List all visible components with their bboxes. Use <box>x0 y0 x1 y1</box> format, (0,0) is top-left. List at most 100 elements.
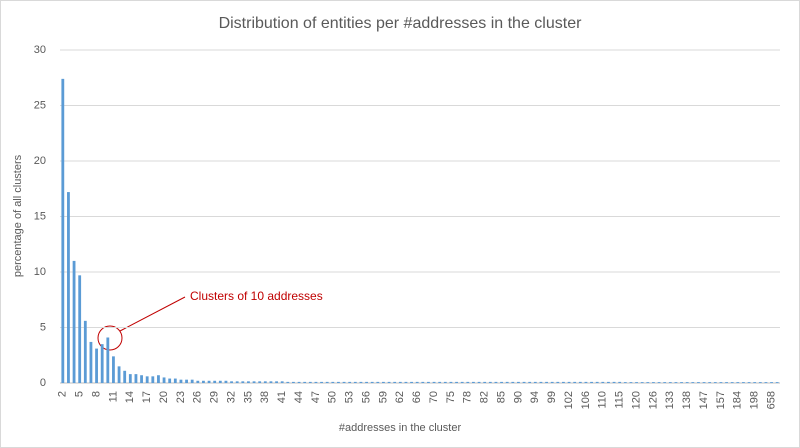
bar <box>494 381 498 383</box>
bar <box>61 78 65 384</box>
bar <box>472 381 475 383</box>
y-tick-label: 25 <box>34 99 46 111</box>
bar <box>601 381 605 383</box>
x-tick-label: 110 <box>597 391 609 409</box>
bar <box>556 381 560 383</box>
bar <box>258 381 262 383</box>
x-tick-label: 56 <box>360 391 372 403</box>
bar <box>483 381 487 383</box>
bar <box>89 341 93 383</box>
bar <box>668 382 672 383</box>
bar <box>173 378 177 383</box>
bar <box>112 356 115 383</box>
x-tick-label: 115 <box>614 391 626 409</box>
bar <box>370 381 374 383</box>
bar <box>207 380 211 383</box>
x-tick-label: 102 <box>563 391 575 409</box>
x-tick-label: 157 <box>715 391 727 409</box>
bar <box>460 381 464 383</box>
bar <box>410 381 413 383</box>
bar <box>359 381 363 383</box>
bar <box>393 381 397 383</box>
x-axis-title: #addresses in the cluster <box>339 422 462 434</box>
bar <box>252 381 256 383</box>
bar <box>578 381 582 383</box>
x-tick-label: 70 <box>428 391 440 403</box>
bar <box>432 381 436 383</box>
bar <box>758 382 762 383</box>
bar <box>320 381 323 383</box>
bar <box>230 381 233 383</box>
bar <box>663 382 667 383</box>
bar <box>449 381 453 383</box>
bar <box>123 370 127 383</box>
bar <box>387 381 391 383</box>
bar <box>646 382 650 383</box>
bar <box>247 381 250 383</box>
bar <box>404 381 408 383</box>
bar <box>618 381 622 383</box>
bar <box>573 381 577 383</box>
bar <box>747 382 751 383</box>
bar <box>719 382 723 383</box>
bar <box>612 381 616 383</box>
bar <box>477 381 481 383</box>
y-tick-label: 30 <box>34 44 46 56</box>
bar <box>179 379 183 383</box>
bar <box>500 381 503 383</box>
bar <box>95 348 98 383</box>
x-tick-label: 29 <box>209 391 221 403</box>
bar <box>685 382 689 383</box>
x-tick-label: 99 <box>546 391 558 403</box>
annotation: Clusters of 10 addresses <box>190 289 323 303</box>
bar <box>466 381 470 383</box>
bar <box>522 381 526 383</box>
x-tick-label: 658 <box>765 391 777 409</box>
bar <box>185 379 188 383</box>
bar <box>78 275 82 383</box>
x-tick-label: 62 <box>394 391 406 403</box>
bar <box>106 337 110 383</box>
bar <box>190 379 194 383</box>
bar <box>730 382 734 383</box>
bar <box>652 382 655 383</box>
bar <box>770 382 773 383</box>
bar <box>168 378 172 383</box>
x-tick-label: 90 <box>512 391 524 403</box>
x-tick-label: 147 <box>698 391 710 409</box>
x-tick-label: 85 <box>495 391 507 403</box>
bar <box>488 381 492 383</box>
y-tick-label: 0 <box>40 377 46 389</box>
x-tick-label: 106 <box>580 391 592 409</box>
bar <box>567 381 571 383</box>
x-tick-label: 26 <box>192 391 204 403</box>
x-tick-label: 47 <box>310 391 322 403</box>
bar <box>325 381 329 383</box>
bar <box>443 381 447 383</box>
bar <box>72 260 76 383</box>
bar <box>562 381 565 383</box>
bar <box>550 381 554 383</box>
bar <box>545 381 548 383</box>
x-tick-label: 133 <box>664 391 676 409</box>
bar <box>157 375 160 383</box>
bar <box>292 381 295 383</box>
bar <box>83 320 87 383</box>
bar <box>202 380 205 383</box>
x-tick-label: 35 <box>242 391 254 403</box>
bar <box>365 381 368 383</box>
bar <box>736 382 740 383</box>
x-tick-label: 14 <box>124 391 136 403</box>
bar <box>607 381 610 383</box>
bar <box>415 381 419 383</box>
bar <box>533 381 537 383</box>
bar <box>680 382 683 383</box>
x-tick-label: 17 <box>141 391 153 403</box>
bar <box>263 381 267 383</box>
bar <box>67 192 70 383</box>
bar <box>623 382 627 383</box>
x-tick-label: 23 <box>175 391 187 403</box>
bar <box>511 381 515 383</box>
